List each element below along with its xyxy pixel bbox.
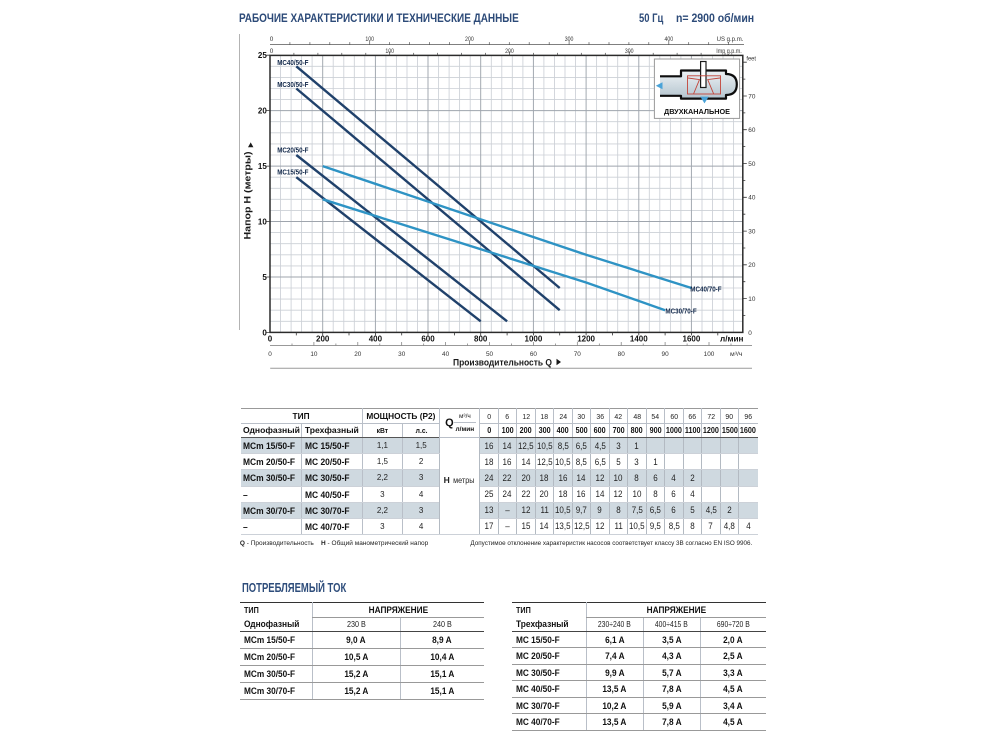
svg-text:100: 100 [704, 351, 715, 358]
svg-text:Производительность Q: Производительность Q [453, 358, 552, 368]
svg-text:MC20/50-F: MC20/50-F [277, 147, 309, 154]
svg-text:MC30/50-F: MC30/50-F [277, 82, 309, 89]
svg-text:400: 400 [664, 36, 673, 43]
svg-text:300: 300 [565, 36, 574, 43]
svg-text:м³/ч: м³/ч [730, 351, 743, 358]
svg-text:20: 20 [748, 262, 756, 269]
svg-text:10: 10 [748, 296, 756, 303]
svg-text:400: 400 [369, 335, 383, 344]
svg-text:300: 300 [625, 48, 634, 55]
svg-text:MC40/50-F: MC40/50-F [277, 60, 309, 67]
svg-text:200: 200 [316, 335, 330, 344]
svg-text:60: 60 [530, 351, 538, 358]
svg-text:10: 10 [258, 217, 267, 226]
svg-text:MC15/50-F: MC15/50-F [277, 170, 309, 177]
svg-text:50: 50 [486, 351, 494, 358]
svg-text:US g.p.m.: US g.p.m. [717, 36, 744, 43]
svg-text:feet: feet [746, 56, 756, 63]
svg-text:40: 40 [748, 195, 756, 202]
svg-text:1200: 1200 [577, 335, 595, 344]
svg-text:100: 100 [365, 36, 374, 43]
svg-text:15: 15 [258, 162, 267, 171]
svg-text:200: 200 [505, 48, 514, 55]
svg-text:0: 0 [268, 335, 273, 344]
svg-text:10: 10 [310, 351, 318, 358]
svg-text:30: 30 [398, 351, 406, 358]
svg-text:ДВУХКАНАЛЬНОЕ: ДВУХКАНАЛЬНОЕ [664, 107, 730, 116]
svg-text:0: 0 [270, 36, 274, 43]
svg-text:1600: 1600 [683, 335, 701, 344]
svg-text:70: 70 [748, 93, 756, 100]
svg-text:80: 80 [618, 351, 626, 358]
svg-text:л/мин: л/мин [720, 335, 744, 344]
svg-text:50: 50 [748, 161, 756, 168]
svg-text:Напор H (метры): Напор H (метры) [243, 151, 253, 239]
svg-text:20: 20 [258, 107, 267, 116]
svg-text:100: 100 [385, 48, 394, 55]
svg-text:70: 70 [574, 351, 582, 358]
svg-text:1000: 1000 [525, 335, 543, 344]
svg-text:40: 40 [442, 351, 450, 358]
svg-text:200: 200 [465, 36, 474, 43]
svg-text:60: 60 [748, 127, 756, 134]
svg-text:30: 30 [748, 229, 756, 236]
svg-text:0: 0 [262, 328, 267, 337]
svg-text:Imp g.p.m.: Imp g.p.m. [716, 48, 742, 55]
svg-text:0: 0 [748, 330, 752, 337]
svg-text:90: 90 [662, 351, 670, 358]
svg-text:1400: 1400 [630, 335, 648, 344]
svg-text:800: 800 [474, 335, 488, 344]
svg-text:25: 25 [258, 51, 267, 60]
svg-text:600: 600 [421, 335, 435, 344]
svg-text:MC40/70-F: MC40/70-F [690, 286, 722, 293]
svg-text:MC30/70-F: MC30/70-F [665, 308, 697, 315]
svg-text:0: 0 [268, 351, 272, 358]
svg-text:0: 0 [270, 48, 274, 55]
svg-text:20: 20 [354, 351, 362, 358]
svg-text:5: 5 [262, 273, 267, 282]
